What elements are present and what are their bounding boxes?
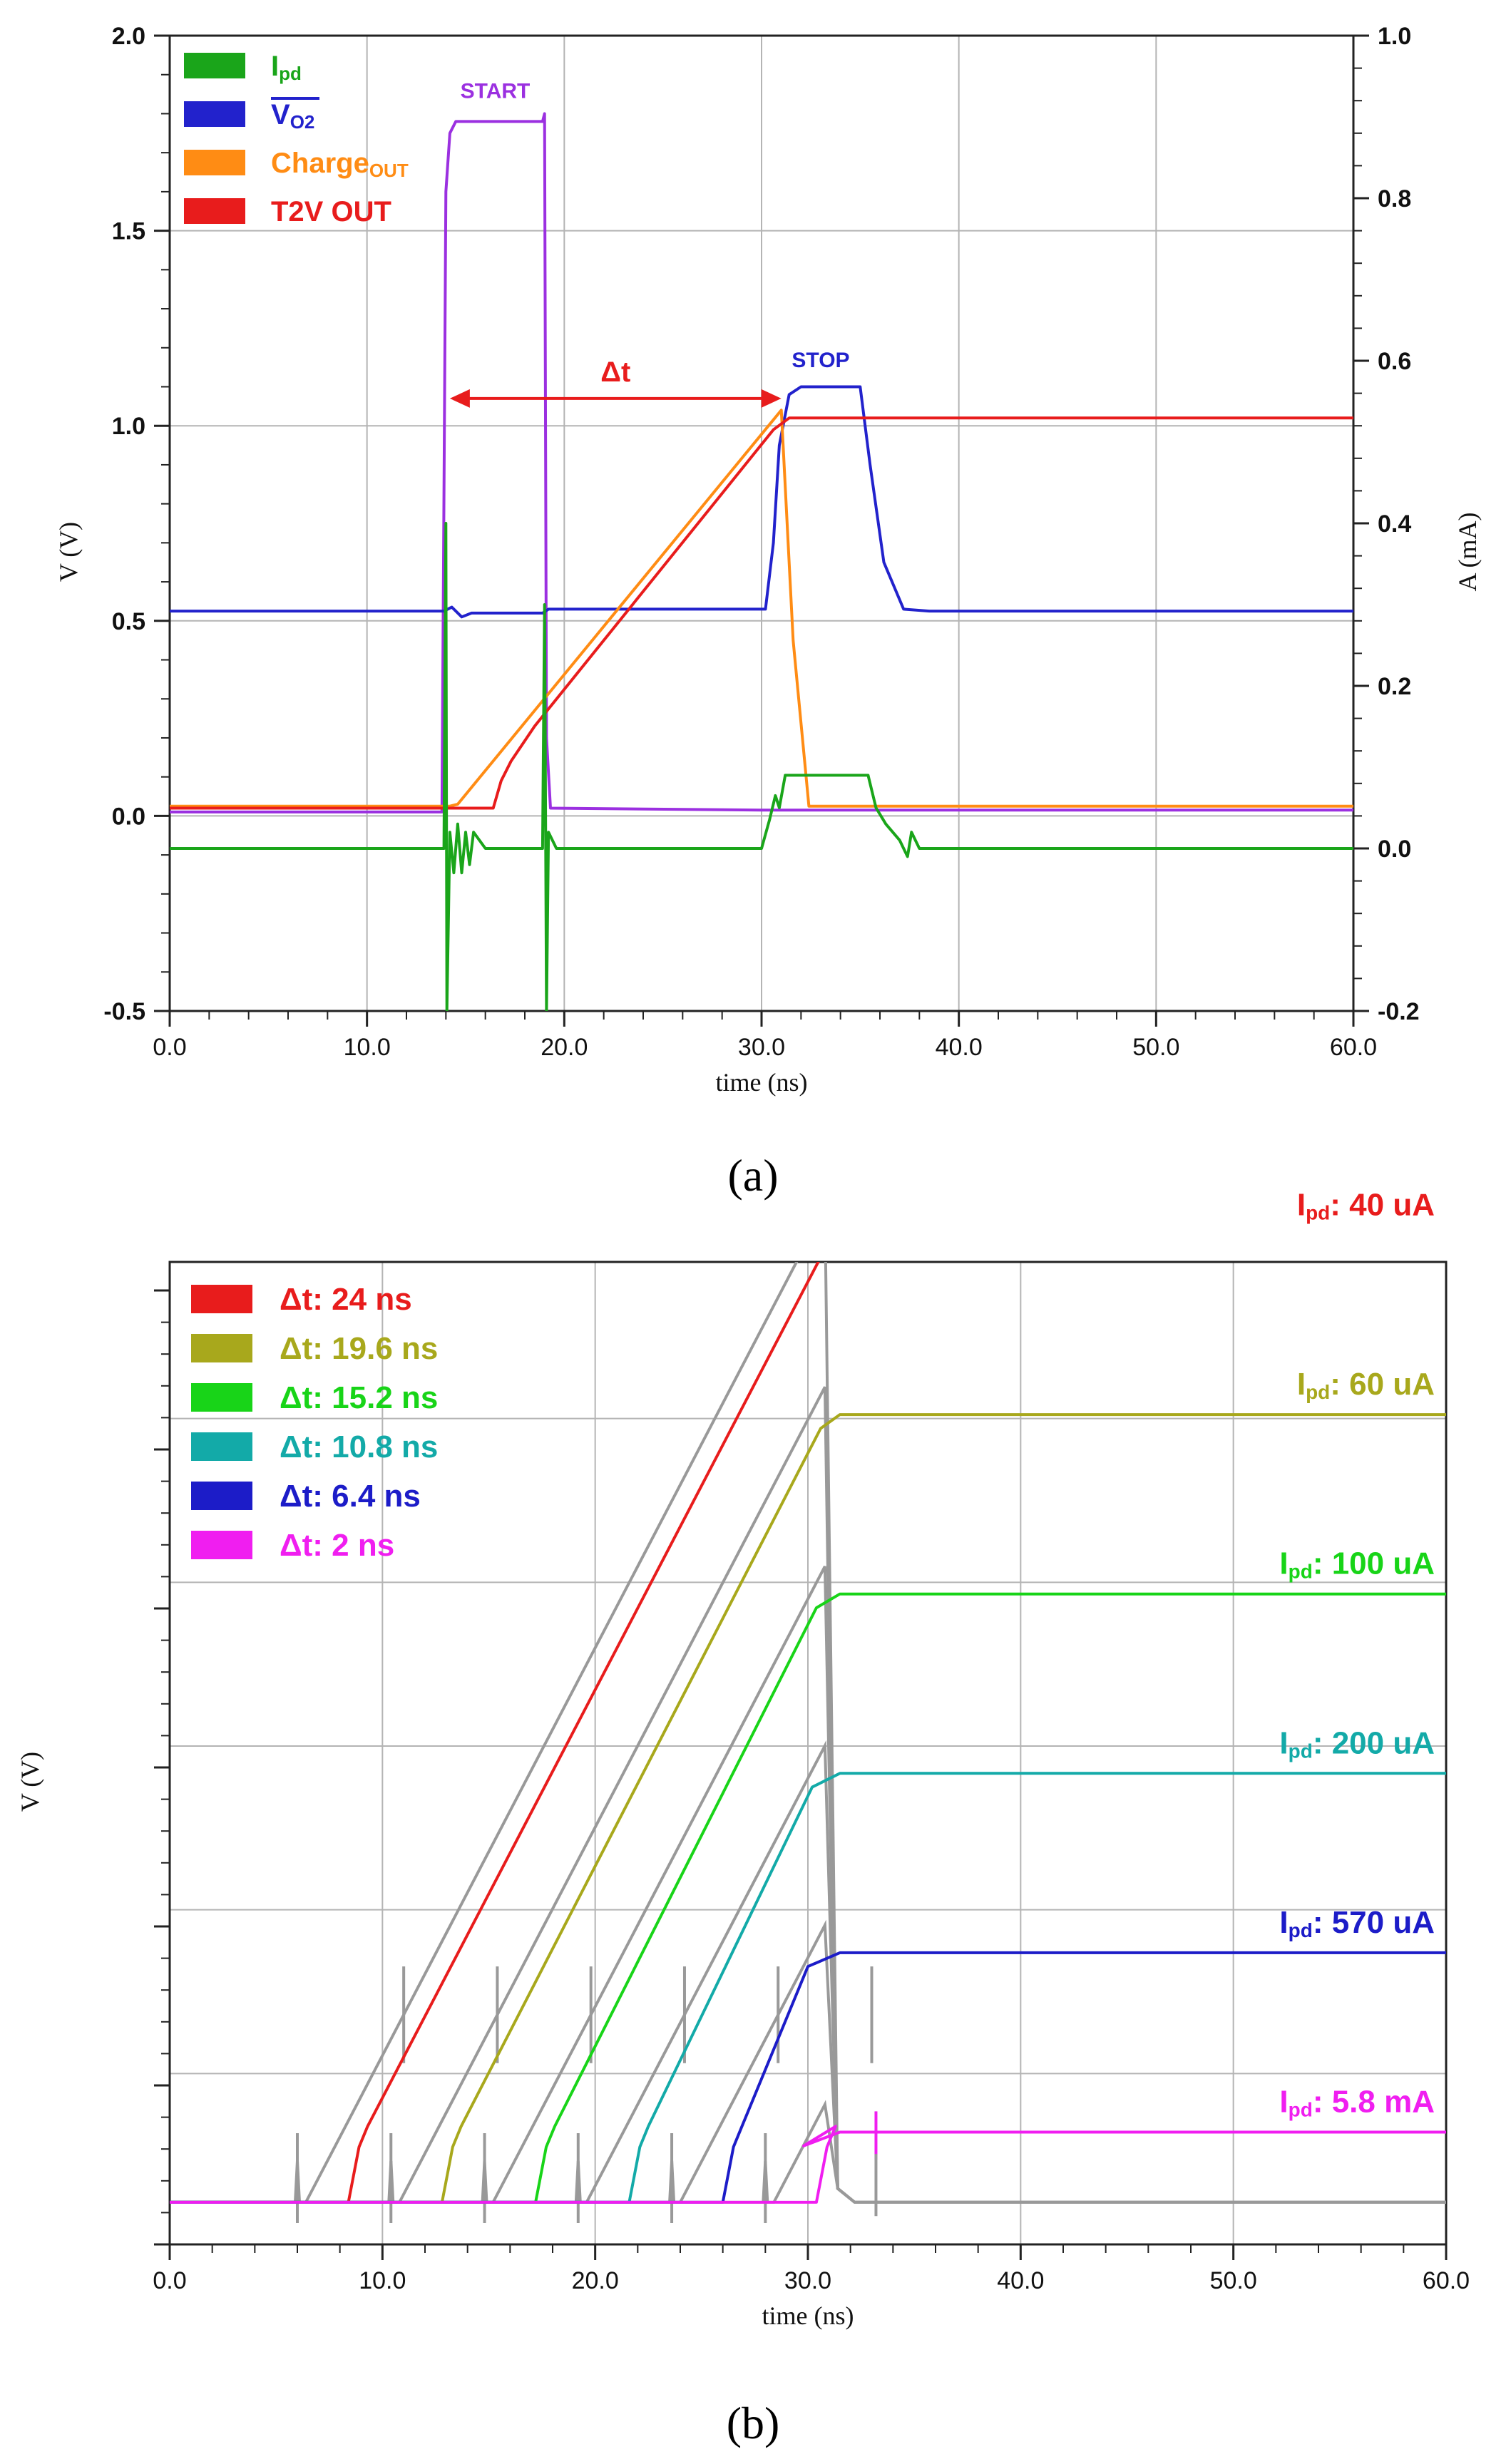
legend-label: VO2 (271, 99, 314, 133)
legend-label: Δt: 19.6 ns (280, 1331, 438, 1366)
ipd-label: Ipd: 200 uA (1279, 1725, 1435, 1762)
legend-swatch (191, 1383, 252, 1412)
x-tick-label: 10.0 (359, 2267, 406, 2294)
legend-label: Δt: 10.8 ns (280, 1429, 438, 1464)
series-line-t2v-out (170, 416, 1353, 810)
stop-label: STOP (792, 349, 849, 372)
x-tick-label: 50.0 (1210, 2267, 1257, 2294)
series-line-v-o2 (170, 385, 1353, 619)
legend-swatch (191, 1334, 252, 1362)
ipd-label: Ipd: 40 uA (1297, 1187, 1435, 1223)
legend-swatch (184, 150, 245, 175)
legend-swatch (184, 198, 245, 224)
legend-label: Δt: 6.4 ns (280, 1479, 421, 1514)
y-axis-label: V (V) (54, 522, 83, 582)
y-tick-label: 1.0 (112, 413, 145, 440)
legend: Ipd VO2 ChargeOUT T2V OUT (184, 51, 409, 227)
dt-arrow-head-left (449, 389, 470, 408)
ipd-label: Ipd: 5.8 mA (1279, 2084, 1435, 2120)
series-line-dt-2 (170, 2125, 1446, 2204)
x-tick-label: 0.0 (153, 2267, 186, 2294)
x-tick-label: 30.0 (738, 1034, 785, 1061)
right-labels: Ipd: 40 uA Ipd: 60 uA Ipd: 100 uA Ipd: 200 … (1279, 1187, 1435, 2120)
ipd-label: Ipd: 100 uA (1279, 1546, 1435, 1583)
x-tick-label: 10.0 (344, 1034, 391, 1061)
y2-tick-label: 0.6 (1378, 348, 1411, 375)
caption-b: (b) (727, 2398, 780, 2448)
caption-a: (a) (727, 1150, 778, 1201)
y2-tick-label: 0.2 (1378, 673, 1411, 700)
series-line-ipd (170, 522, 1353, 1011)
legend-swatch (191, 1285, 252, 1313)
series-line-start (170, 112, 1353, 813)
y-tick-label: -0.5 (103, 998, 145, 1025)
dt-label: Δt (600, 356, 630, 388)
series-line-charge-out (170, 409, 1353, 808)
legend-label: Δt: 24 ns (280, 1282, 412, 1317)
legend-swatch (184, 101, 245, 127)
y2-axis-label: A (mA) (1453, 513, 1482, 592)
dt-arrow-head-right (761, 389, 782, 408)
y2-tick-label: 0.0 (1378, 836, 1411, 863)
y-tick-label: 0.0 (112, 803, 145, 830)
legend: Δt: 24 ns Δt: 19.6 ns Δt: 15.2 ns Δt: 10.8 … (191, 1282, 438, 1563)
ipd-label: Ipd: 570 uA (1279, 1905, 1435, 1941)
legend-swatch (184, 53, 245, 78)
y2-tick-label: 0.8 (1378, 185, 1411, 212)
y2-tick-label: 1.0 (1378, 23, 1411, 50)
chart-b: 0.0 10.0 20.0 30.0 40.0 50.0 60.0 time (ns) V (V… (16, 1187, 1470, 2330)
x-tick-label: 20.0 (541, 1034, 588, 1061)
legend-swatch (191, 1432, 252, 1461)
legend-label: ChargeOUT (271, 148, 409, 181)
legend-label: Δt: 2 ns (280, 1528, 394, 1563)
chart-a: 0.0 10.0 20.0 30.0 40.0 50.0 60.0 -0.5 0.0 0.5 1.0… (54, 23, 1482, 1097)
legend-label: Δt: 15.2 ns (280, 1380, 438, 1415)
ipd-label: Ipd: 60 uA (1297, 1367, 1435, 1403)
x-tick-label: 0.0 (153, 1034, 186, 1061)
traces (170, 112, 1353, 1011)
x-tick-label: 30.0 (784, 2267, 831, 2294)
x-axis-label: time (ns) (716, 1068, 808, 1097)
legend-label: Ipd (271, 51, 302, 84)
x-axis-label: time (ns) (762, 2301, 854, 2330)
x-tick-label: 40.0 (936, 1034, 983, 1061)
y-tick-label: 0.5 (112, 608, 145, 635)
legend-label: T2V OUT (271, 196, 391, 227)
y-axis-label: V (V) (16, 1752, 44, 1812)
x-tick-label: 20.0 (572, 2267, 619, 2294)
legend-swatch (191, 1531, 252, 1559)
legend-swatch (191, 1482, 252, 1510)
y-tick-label: 2.0 (112, 23, 145, 50)
x-tick-label: 50.0 (1132, 1034, 1179, 1061)
x-tick-label: 60.0 (1330, 1034, 1377, 1061)
y2-tick-label: 0.4 (1378, 510, 1411, 538)
x-tick-label: 60.0 (1423, 2267, 1470, 2294)
x-tick-label: 40.0 (997, 2267, 1044, 2294)
y-tick-label: 1.5 (112, 218, 145, 245)
start-label: START (461, 80, 531, 103)
y2-tick-label: -0.2 (1378, 998, 1420, 1025)
traces (170, 1262, 1446, 2223)
